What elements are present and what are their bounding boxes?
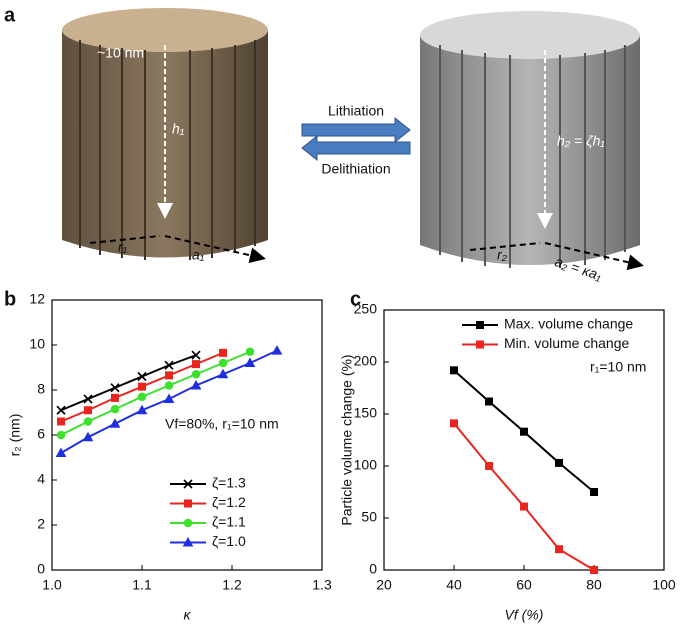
panel-label: c: [350, 288, 361, 310]
marker: [84, 406, 92, 415]
y-tick-label: 6: [37, 426, 45, 442]
legend-label: ζ=1.1: [212, 514, 246, 530]
marker: [110, 404, 120, 414]
marker: [271, 345, 283, 355]
annotation: Vf=80%, r₁=10 nm: [165, 416, 279, 432]
lithiation-arrow: [301, 116, 411, 144]
height-label: h₂ = ζh₁: [557, 133, 605, 149]
x-tick-label: 60: [516, 577, 532, 593]
marker: [245, 347, 255, 357]
y-tick-label: 50: [361, 509, 377, 525]
x-tick-label: 1.0: [42, 577, 62, 593]
y-tick-label: 0: [37, 561, 45, 577]
marker: [138, 382, 146, 391]
legend-marker: [183, 479, 193, 489]
x-tick-label: 1.2: [222, 577, 242, 593]
radius-label: r₁: [118, 239, 128, 255]
marker: [55, 447, 67, 457]
y-axis-label: r₂ (nm): [7, 414, 23, 457]
legend-label: ζ=1.0: [212, 533, 246, 549]
legend-marker: [476, 321, 484, 329]
marker: [590, 488, 598, 496]
legend-label: ζ=1.2: [212, 494, 246, 510]
marker: [111, 393, 119, 402]
marker: [555, 458, 563, 467]
marker: [163, 393, 175, 403]
marker: [485, 397, 493, 406]
cylinder-after: [420, 11, 644, 271]
marker: [83, 394, 93, 404]
y-tick-label: 150: [354, 405, 378, 421]
x-tick-label: 40: [446, 577, 462, 593]
series-line: [60, 350, 251, 436]
y-tick-label: 250: [354, 301, 378, 317]
spacing-label: a₁: [192, 247, 205, 263]
marker: [165, 371, 173, 380]
x-tick-label: 100: [652, 577, 676, 593]
legend-label: ζ=1.3: [212, 475, 246, 491]
marker: [191, 350, 201, 360]
y-axis-label: Particle volume change (%): [339, 354, 355, 525]
marker: [219, 348, 227, 357]
marker: [82, 431, 94, 442]
pore-size: ~10 nm: [97, 45, 144, 61]
legend-marker: [184, 499, 192, 508]
marker: [56, 430, 66, 440]
y-tick-label: 12: [29, 291, 45, 307]
y-tick-label: 4: [37, 471, 45, 487]
marker: [192, 360, 200, 369]
marker: [450, 419, 458, 428]
series-line: [60, 354, 197, 412]
marker: [450, 366, 458, 375]
annotation: r₁=10 nm: [590, 359, 646, 375]
arrow-label: Lithiation: [328, 103, 384, 119]
marker: [590, 566, 598, 574]
marker: [136, 404, 148, 415]
marker: [56, 405, 66, 415]
marker: [520, 502, 528, 511]
marker: [57, 417, 65, 426]
x-tick-label: 80: [586, 577, 602, 593]
y-tick-label: 0: [369, 561, 377, 577]
series-line: [453, 422, 595, 571]
marker: [137, 371, 147, 382]
marker: [137, 392, 147, 402]
marker: [164, 381, 174, 390]
delithiation-arrow: [301, 134, 411, 162]
x-axis-label: κ: [184, 607, 192, 623]
x-tick-label: 20: [376, 577, 392, 593]
x-tick-label: 1.1: [132, 577, 152, 593]
marker: [244, 357, 256, 367]
marker: [164, 360, 174, 370]
x-tick-label: 1.3: [312, 577, 332, 593]
marker: [191, 369, 201, 379]
height-label: h₁: [172, 121, 185, 137]
legend-marker: [182, 536, 194, 547]
panel-label: a: [4, 4, 16, 26]
y-tick-label: 100: [354, 457, 378, 473]
marker: [555, 545, 563, 554]
marker: [485, 462, 493, 470]
y-tick-label: 10: [29, 336, 45, 352]
y-tick-label: 8: [37, 381, 45, 397]
legend-marker: [183, 518, 193, 528]
legend-marker: [476, 340, 484, 349]
radius-label: r₂: [497, 247, 508, 263]
arrow-label: Delithiation: [321, 161, 390, 177]
marker: [110, 383, 120, 393]
marker: [217, 368, 229, 379]
y-tick-label: 2: [37, 516, 45, 532]
legend-label: Max. volume change: [504, 316, 633, 332]
marker: [218, 358, 228, 368]
panel-label: b: [4, 288, 16, 310]
x-axis-label: Vf (%): [505, 607, 544, 623]
legend-label: Min. volume change: [504, 335, 630, 351]
marker: [190, 379, 202, 390]
cylinder-before: [62, 8, 268, 264]
marker: [109, 418, 121, 428]
y-tick-label: 200: [354, 353, 378, 369]
marker: [520, 427, 528, 436]
marker: [83, 417, 93, 426]
